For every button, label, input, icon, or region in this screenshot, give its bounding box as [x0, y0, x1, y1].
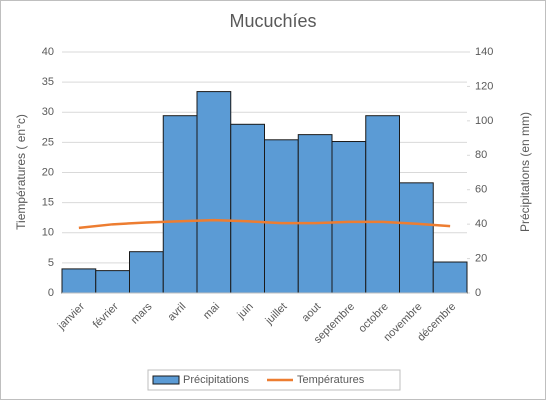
y-tick-label: 25	[42, 136, 54, 148]
bar	[365, 115, 400, 294]
y-tick-label: 0	[48, 287, 54, 299]
y-tick-label: 20	[42, 166, 54, 178]
legend-label: Précipitations	[183, 374, 250, 386]
bar	[297, 134, 333, 294]
bar	[129, 251, 164, 294]
bar	[399, 182, 434, 294]
bar	[162, 115, 198, 294]
bar	[264, 139, 299, 294]
y-tick-label: 30	[42, 106, 54, 118]
y-tick-label: 40	[42, 46, 54, 58]
line	[78, 218, 451, 230]
bar	[61, 268, 97, 294]
y2-tick-label: 100	[475, 115, 493, 127]
y2-tick-label: 60	[475, 184, 487, 196]
y-tick-label: 10	[42, 227, 54, 239]
y2-tick-label: 140	[475, 46, 493, 58]
y2-tick-label: 80	[475, 149, 487, 161]
bar	[196, 91, 232, 294]
bar	[331, 141, 367, 294]
bar	[95, 270, 130, 294]
y2-axis-label: Précipitations (en mm)	[518, 112, 532, 232]
y2-tick-label: 120	[475, 80, 493, 92]
y2-tick-label: 20	[475, 252, 487, 264]
y2-tick-label: 0	[475, 287, 481, 299]
y2-tick-label: 40	[475, 218, 487, 230]
y-tick-label: 35	[42, 76, 54, 88]
legend-box	[147, 369, 401, 391]
legend-swatch	[152, 375, 180, 385]
legend-label: Températures	[297, 374, 365, 386]
y-axis-label: Tiempératures ( en°c)	[14, 114, 28, 230]
y-tick-label: 5	[48, 257, 54, 269]
bar	[432, 261, 468, 294]
y-tick-label: 15	[42, 197, 54, 209]
bar	[230, 123, 265, 294]
chart-title: Mucuchíes	[229, 11, 316, 31]
